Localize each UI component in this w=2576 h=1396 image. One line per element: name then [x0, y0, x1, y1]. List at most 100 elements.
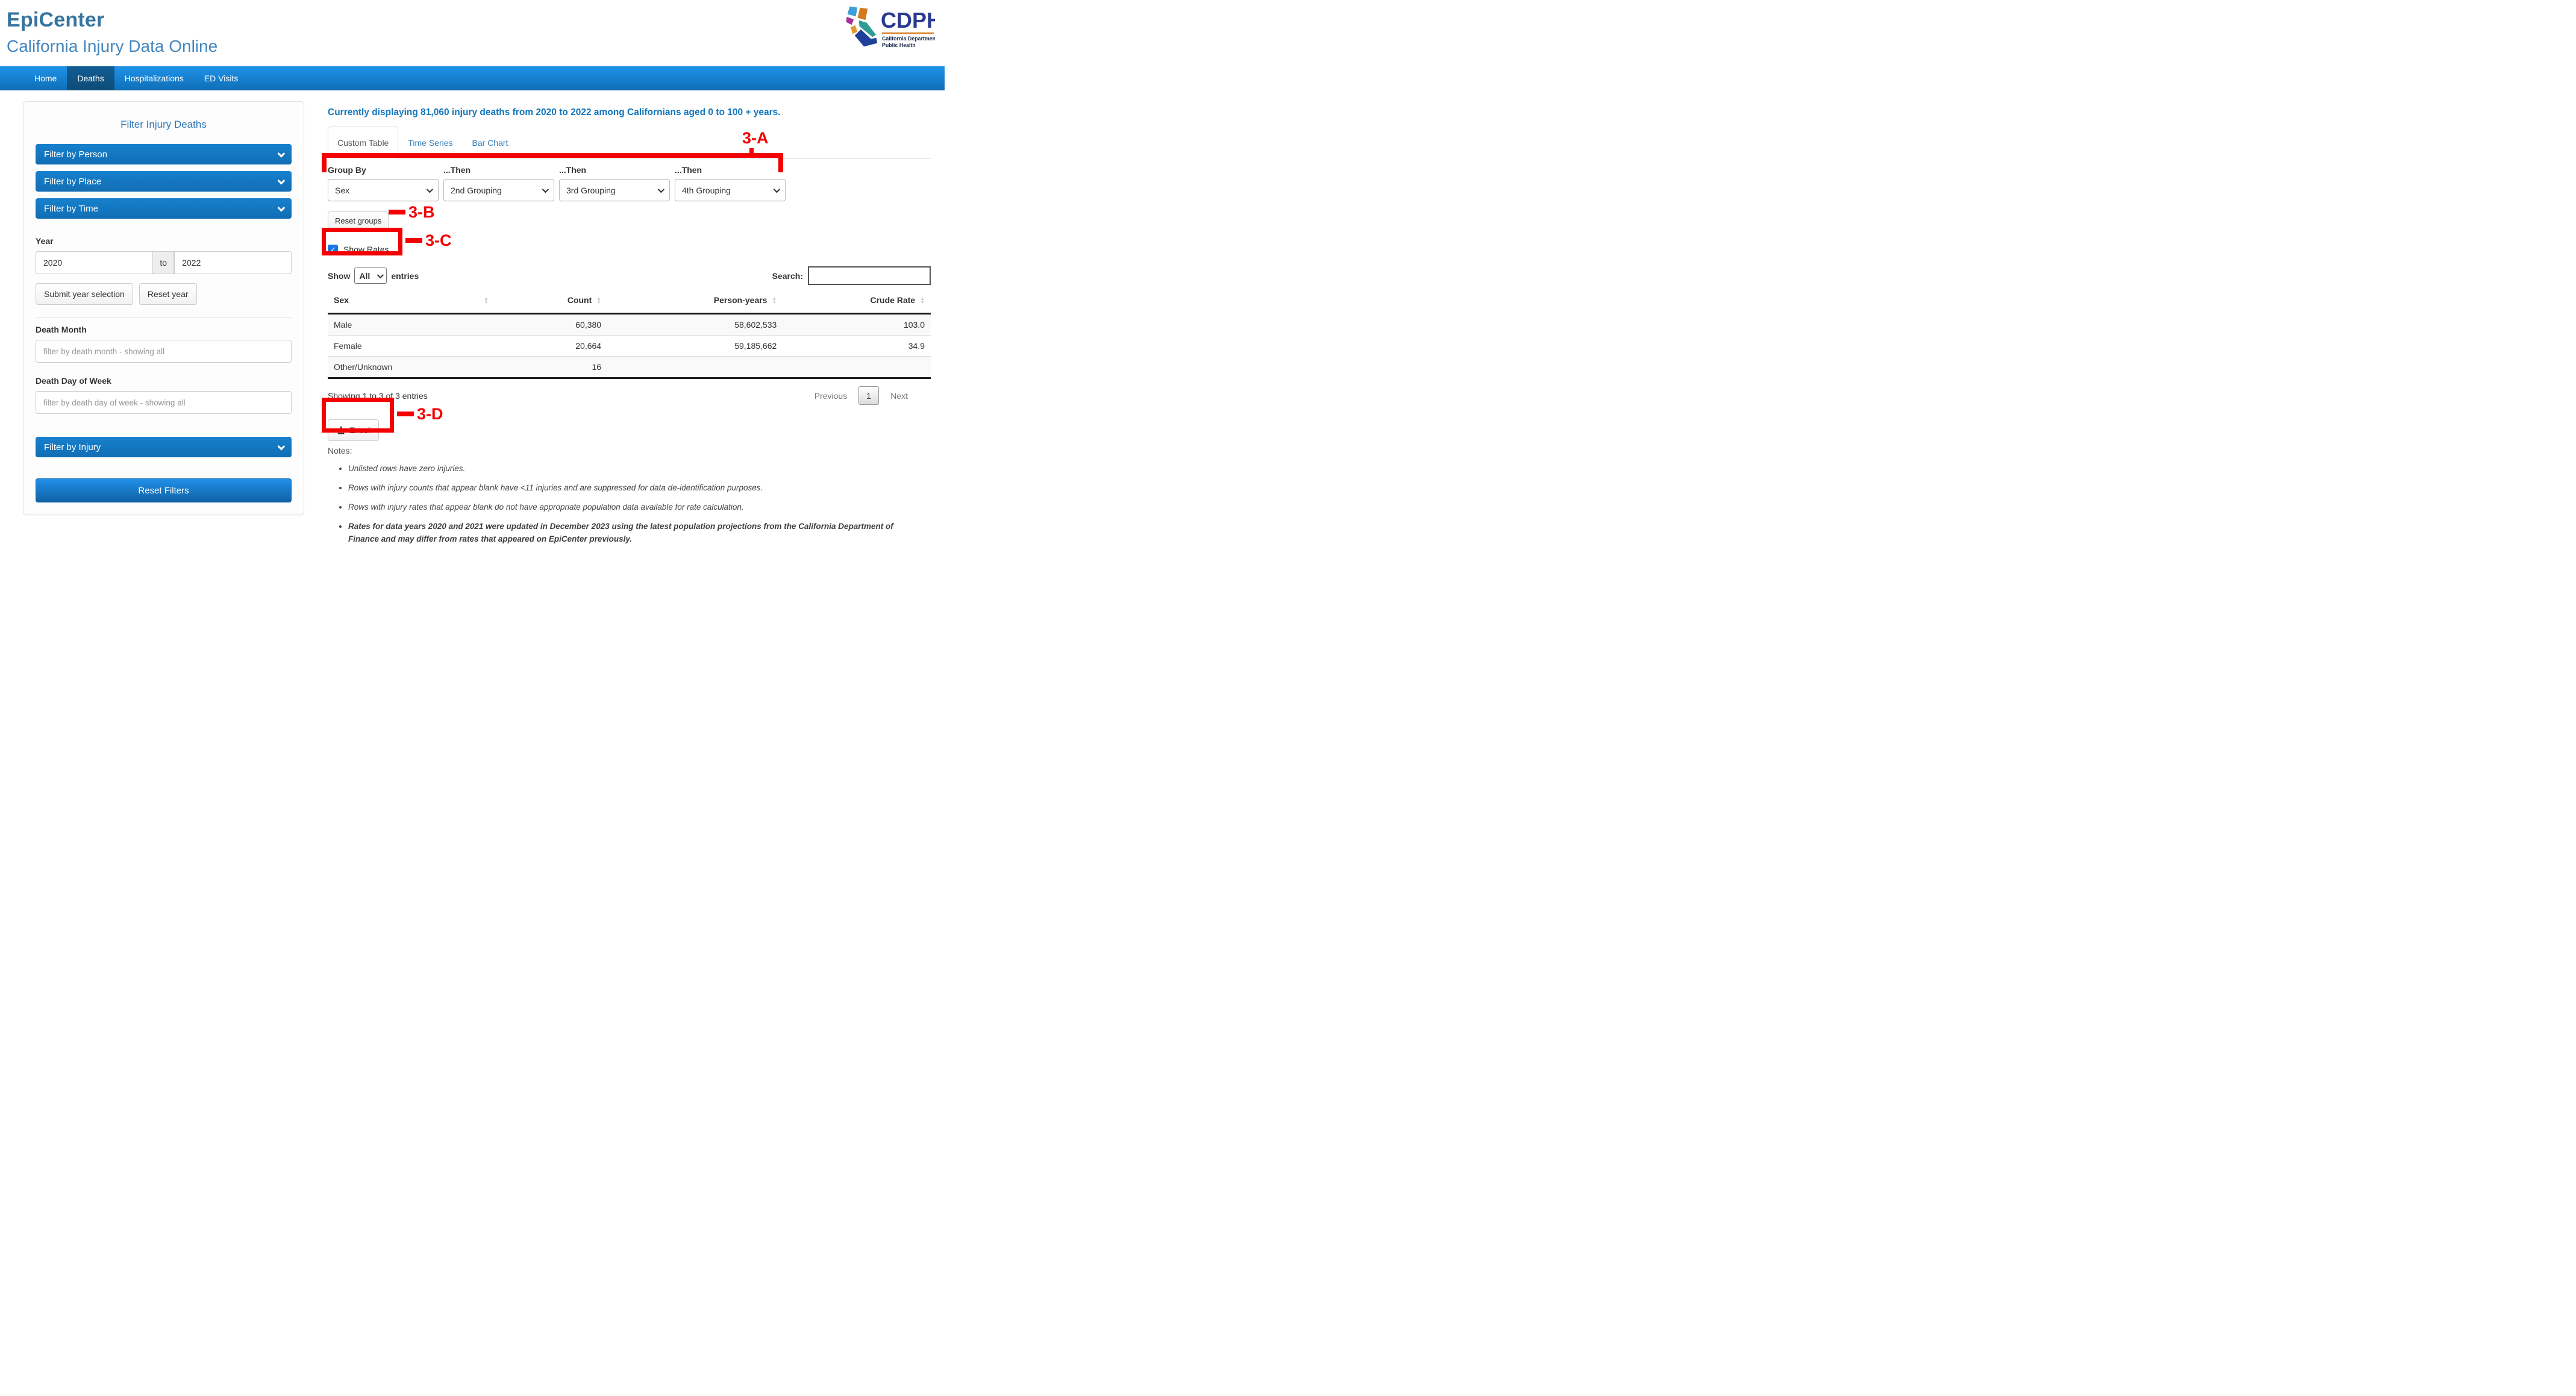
sort-icon: ▲ ▼	[484, 296, 489, 305]
show-rates-checkbox[interactable]: ✓	[328, 244, 338, 255]
accordion-filter-by-person-label: Filter by Person	[44, 149, 108, 160]
column-header-sex[interactable]: Sex ▲ ▼	[328, 290, 492, 315]
death-day-label: Death Day of Week	[36, 376, 111, 386]
chevron-down-icon	[277, 177, 286, 184]
logo-org-line1: California Department of	[882, 36, 935, 42]
pagination: Previous 1 Next	[808, 386, 914, 405]
group-by-select-3-value: 3rd Grouping	[566, 185, 616, 195]
cell-person-years: 58,602,533	[607, 313, 783, 336]
accordion-filter-by-place-label: Filter by Place	[44, 176, 102, 187]
death-month-label: Death Month	[36, 325, 87, 334]
group-by-select-3[interactable]: 3rd Grouping	[559, 179, 670, 201]
next-page-button[interactable]: Next	[890, 390, 908, 401]
chevron-down-icon	[277, 442, 286, 450]
group-by-row: Group By Sex ...Then 2nd Grouping ...The…	[328, 165, 931, 201]
note-item: Rates for data years 2020 and 2021 were …	[348, 521, 901, 546]
sort-icon: ▲ ▼	[772, 296, 777, 305]
cell-person-years	[607, 356, 783, 379]
annotation-3b-dash	[389, 210, 405, 214]
search-label: Search:	[772, 271, 803, 281]
nav-item-home[interactable]: Home	[34, 74, 57, 83]
nav-item-ed-visits[interactable]: ED Visits	[204, 74, 239, 83]
group-by-select-4-value: 4th Grouping	[682, 185, 731, 195]
chevron-down-icon	[426, 186, 434, 193]
previous-page-button[interactable]: Previous	[814, 390, 848, 401]
group-by-label: Group By	[328, 165, 366, 175]
excel-export-button[interactable]: Excel	[328, 419, 380, 441]
tab-bar-chart[interactable]: Bar Chart	[472, 138, 508, 148]
logo-shape-orange	[857, 7, 869, 21]
showing-entries-text: Showing 1 to 3 of 3 entries	[328, 390, 428, 401]
chevron-down-icon	[377, 271, 384, 278]
note-item: Rows with injury counts that appear blan…	[348, 482, 901, 495]
notes-heading: Notes:	[328, 446, 352, 455]
group-by-select-4[interactable]: 4th Grouping	[675, 179, 786, 201]
accordion-filter-by-injury-label: Filter by Injury	[44, 442, 101, 452]
then-label-3: ...Then	[675, 165, 702, 175]
table-row: Female 20,664 59,185,662 34.9	[328, 335, 931, 357]
column-header-person-years[interactable]: Person-years ▲ ▼	[607, 290, 783, 315]
column-header-count[interactable]: Count ▲ ▼	[492, 290, 608, 315]
group-by-select-1[interactable]: Sex	[328, 179, 439, 201]
main-navbar: Home Deaths Hospitalizations ED Visits	[0, 66, 945, 90]
nav-item-hospitalizations[interactable]: Hospitalizations	[124, 74, 184, 83]
logo-org-line2: Public Health	[882, 42, 916, 48]
cell-crude-rate: 34.9	[783, 335, 931, 357]
column-header-crude-rate[interactable]: Crude Rate ▲ ▼	[783, 290, 931, 315]
search-input[interactable]	[808, 266, 931, 285]
group-by-select-2[interactable]: 2nd Grouping	[443, 179, 554, 201]
filter-sidebar-title: Filter Injury Deaths	[120, 119, 207, 130]
reset-groups-button[interactable]: Reset groups	[328, 211, 389, 230]
view-tabs: Custom Table Time Series Bar Chart	[328, 127, 931, 159]
cell-person-years: 59,185,662	[607, 335, 783, 357]
page-length-select[interactable]: All	[354, 268, 387, 284]
show-rates-row: ✓ Show Rates	[328, 243, 931, 255]
chevron-down-icon	[773, 186, 781, 193]
cell-count: 20,664	[492, 335, 608, 357]
display-summary: Currently displaying 81,060 injury death…	[328, 107, 781, 117]
annotation-label-3d: 3-D	[417, 405, 443, 423]
cell-count: 16	[492, 356, 608, 379]
annotation-label-3b: 3-B	[408, 203, 435, 221]
accordion-filter-by-time[interactable]: Filter by Time	[36, 198, 292, 219]
chevron-down-icon	[277, 204, 286, 211]
logo-shape-magenta	[845, 16, 855, 26]
year-from-input[interactable]	[36, 251, 153, 274]
tab-custom-table[interactable]: Custom Table	[328, 127, 399, 159]
note-item: Rows with injury rates that appear blank…	[348, 501, 901, 514]
results-table: Sex ▲ ▼ Count ▲ ▼ Person-years ▲ ▼ Crude Ra…	[328, 290, 931, 379]
site-subtitle: California Injury Data Online	[7, 37, 218, 55]
sort-icon: ▲ ▼	[920, 296, 925, 305]
entries-label: entries	[391, 271, 419, 281]
nav-item-deaths[interactable]: Deaths	[67, 66, 114, 90]
table-row: Male 60,380 58,602,533 103.0	[328, 313, 931, 336]
show-entries-label: Show	[328, 271, 351, 281]
annotation-3c-dash	[405, 238, 422, 243]
cell-sex: Other/Unknown	[328, 356, 492, 379]
year-range-separator: to	[152, 251, 175, 274]
site-title: EpiCenter	[7, 8, 105, 31]
cell-crude-rate	[783, 356, 931, 379]
cell-crude-rate: 103.0	[783, 313, 931, 336]
accordion-filter-by-injury[interactable]: Filter by Injury	[36, 437, 292, 457]
download-icon	[337, 426, 345, 434]
logo-shape-teal	[858, 19, 877, 38]
reset-year-button[interactable]: Reset year	[139, 283, 197, 305]
submit-year-button[interactable]: Submit year selection	[36, 283, 133, 305]
filter-sidebar: Filter Injury Deaths Filter by Person Fi…	[23, 101, 304, 515]
entries-row: Show All entries Search:	[328, 266, 931, 285]
then-label-2: ...Then	[559, 165, 587, 175]
page-number-button[interactable]: 1	[858, 386, 880, 405]
year-to-input[interactable]	[174, 251, 292, 274]
group-by-select-2-value: 2nd Grouping	[451, 185, 502, 195]
death-day-input[interactable]	[36, 391, 292, 414]
table-footer: Showing 1 to 3 of 3 entries Previous 1 N…	[328, 386, 931, 405]
death-month-input[interactable]	[36, 340, 292, 363]
tab-time-series[interactable]: Time Series	[408, 138, 453, 148]
accordion-filter-by-place[interactable]: Filter by Place	[36, 171, 292, 192]
accordion-filter-by-person[interactable]: Filter by Person	[36, 144, 292, 164]
chevron-down-icon	[657, 186, 665, 193]
notes-list: Unlisted rows have zero injuries. Rows w…	[348, 463, 901, 546]
logo-shape-blue	[846, 5, 858, 17]
reset-filters-button[interactable]: Reset Filters	[36, 478, 292, 502]
